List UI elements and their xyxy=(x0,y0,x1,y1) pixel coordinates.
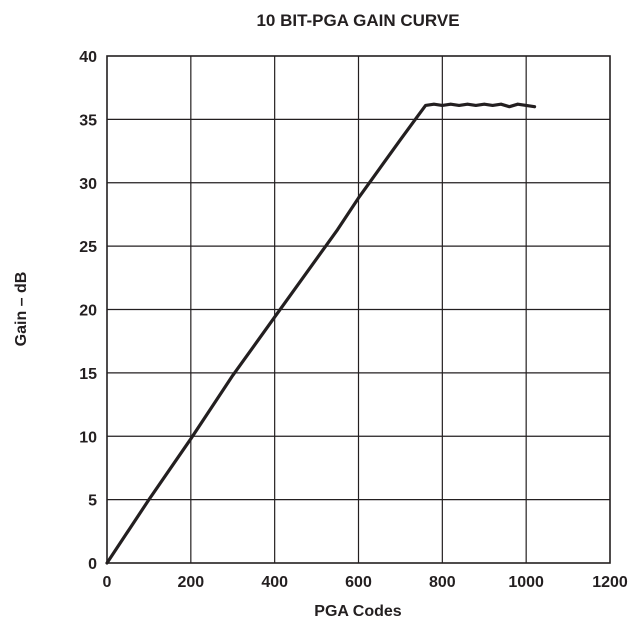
y-axis-ticks: 0 5 10 15 20 25 30 35 40 xyxy=(79,49,97,573)
x-tick-label-4: 800 xyxy=(429,574,456,591)
x-tick-label-0: 0 xyxy=(103,574,112,591)
y-tick-label-0: 0 xyxy=(88,556,97,573)
x-tick-label-2: 400 xyxy=(261,574,288,591)
x-tick-label-6: 1200 xyxy=(592,574,628,591)
y-tick-label-5: 25 xyxy=(79,239,97,256)
y-tick-label-6: 30 xyxy=(79,176,97,193)
series-line-0 xyxy=(105,102,537,565)
y-tick-label-7: 35 xyxy=(79,112,97,129)
x-tick-label-5: 1000 xyxy=(508,574,544,591)
y-tick-label-1: 5 xyxy=(88,493,97,510)
x-tick-label-1: 200 xyxy=(177,574,204,591)
grid xyxy=(107,56,610,563)
x-axis-label: PGA Codes xyxy=(314,603,402,620)
x-tick-label-3: 600 xyxy=(345,574,372,591)
chart-title: 10 BIT-PGA GAIN CURVE xyxy=(256,11,459,30)
y-tick-label-2: 10 xyxy=(79,429,97,446)
plot-frame xyxy=(106,55,611,564)
y-tick-label-8: 40 xyxy=(79,49,97,66)
x-axis-ticks: 0 200 400 600 800 1000 1200 xyxy=(103,574,628,591)
y-tick-label-4: 20 xyxy=(79,303,97,320)
y-axis-label: Gain – dB xyxy=(13,272,30,347)
series-group xyxy=(105,102,537,565)
y-tick-label-3: 15 xyxy=(79,366,97,383)
